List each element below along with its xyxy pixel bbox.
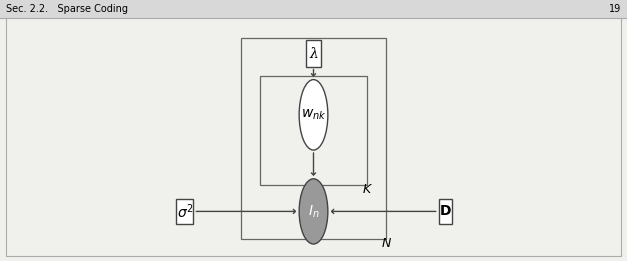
Text: $w_{nk}$: $w_{nk}$ <box>301 108 326 122</box>
Bar <box>176 199 194 224</box>
Text: λ: λ <box>309 46 318 61</box>
Text: $\sigma^2$: $\sigma^2$ <box>177 202 193 221</box>
Bar <box>439 199 451 224</box>
Text: $I_n$: $I_n$ <box>308 203 319 220</box>
Text: Sec. 2.2.   Sparse Coding: Sec. 2.2. Sparse Coding <box>6 4 129 14</box>
Bar <box>307 40 320 67</box>
Ellipse shape <box>299 80 328 150</box>
Text: 19: 19 <box>608 4 621 14</box>
Bar <box>241 38 386 239</box>
Text: $N$: $N$ <box>381 237 392 250</box>
Ellipse shape <box>299 179 328 244</box>
Text: $\mathbf{D}$: $\mathbf{D}$ <box>439 204 451 218</box>
Text: $K$: $K$ <box>362 183 374 197</box>
Bar <box>260 76 367 185</box>
